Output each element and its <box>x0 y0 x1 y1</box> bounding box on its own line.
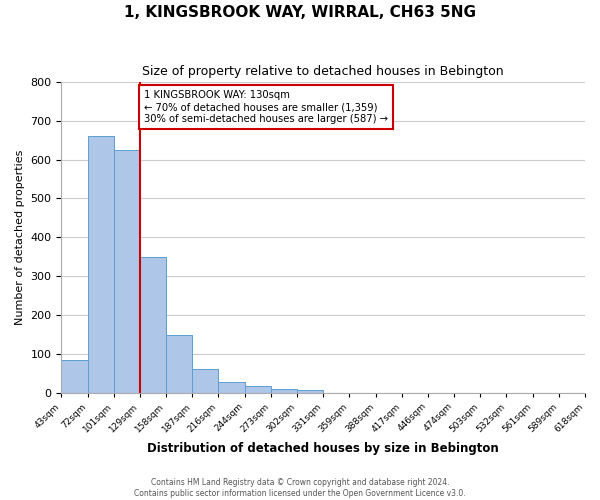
Text: 1, KINGSBROOK WAY, WIRRAL, CH63 5NG: 1, KINGSBROOK WAY, WIRRAL, CH63 5NG <box>124 5 476 20</box>
Bar <box>88 136 114 392</box>
Bar <box>114 150 140 392</box>
X-axis label: Distribution of detached houses by size in Bebington: Distribution of detached houses by size … <box>148 442 499 455</box>
Title: Size of property relative to detached houses in Bebington: Size of property relative to detached ho… <box>142 65 504 78</box>
Bar <box>166 336 193 392</box>
Bar <box>61 360 88 392</box>
Bar <box>271 388 297 392</box>
Text: Contains HM Land Registry data © Crown copyright and database right 2024.
Contai: Contains HM Land Registry data © Crown c… <box>134 478 466 498</box>
Y-axis label: Number of detached properties: Number of detached properties <box>15 150 25 325</box>
Bar <box>297 390 323 392</box>
Bar <box>245 386 271 392</box>
Text: 1 KINGSBROOK WAY: 130sqm
← 70% of detached houses are smaller (1,359)
30% of sem: 1 KINGSBROOK WAY: 130sqm ← 70% of detach… <box>144 90 388 124</box>
Bar <box>193 370 218 392</box>
Bar <box>140 256 166 392</box>
Bar <box>218 382 245 392</box>
